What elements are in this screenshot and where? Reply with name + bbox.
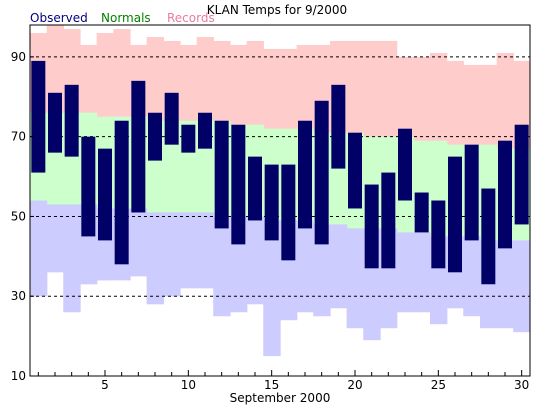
observed-bar xyxy=(414,192,429,233)
chart-title: KLAN Temps for 9/2000 xyxy=(207,3,347,17)
observed-bar xyxy=(114,120,129,265)
y-tick-label: 10 xyxy=(11,369,26,383)
observed-bar xyxy=(98,148,112,241)
below-normal-band xyxy=(396,232,414,313)
below-normal-band xyxy=(313,224,331,317)
observed-bar xyxy=(331,84,346,169)
observed-bar xyxy=(264,164,279,241)
observed-bar xyxy=(481,188,496,285)
x-tick-label: 30 xyxy=(514,378,529,392)
legend: Observed Normals Records xyxy=(30,11,215,25)
observed-bar xyxy=(448,156,462,273)
y-tick-label: 90 xyxy=(11,50,26,64)
observed-bar xyxy=(131,80,146,213)
y-tick-label: 50 xyxy=(11,209,26,223)
below-normal-band xyxy=(346,228,364,329)
x-tick-label: 20 xyxy=(347,378,362,392)
plot-area: 10 30 50 70 90 5 10 15 20 25 30 xyxy=(11,24,531,392)
x-tick-label: 10 xyxy=(181,378,196,392)
below-normal-band xyxy=(30,200,48,297)
observed-bar xyxy=(364,184,379,269)
below-normal-band xyxy=(130,208,148,277)
observed-bar xyxy=(164,92,179,145)
legend-item: Normals xyxy=(101,11,151,25)
below-normal-band xyxy=(246,216,264,305)
below-normal-band xyxy=(496,240,514,329)
plot-frame xyxy=(29,24,531,377)
below-normal-band xyxy=(163,212,181,297)
observed-bar xyxy=(381,172,396,269)
observed-bar xyxy=(48,92,62,153)
legend-item: Observed xyxy=(30,11,88,25)
observed-bar xyxy=(231,124,246,245)
observed-bar xyxy=(248,156,262,221)
y-tick-label: 70 xyxy=(11,130,26,144)
x-tick-label: 5 xyxy=(101,378,109,392)
observed-bar xyxy=(148,112,162,161)
below-normal-band xyxy=(263,220,281,357)
legend-item: Records xyxy=(167,11,215,25)
observed-bar xyxy=(314,100,329,245)
observed-bar xyxy=(214,120,229,229)
observed-bar xyxy=(498,140,512,249)
below-normal-band xyxy=(146,212,164,305)
below-normal-band xyxy=(463,236,481,317)
observed-bar xyxy=(398,128,412,201)
bars-group xyxy=(30,25,530,357)
below-normal-band xyxy=(196,212,214,289)
observed-bar xyxy=(181,124,196,153)
observed-bar xyxy=(31,60,46,173)
y-tick-label: 30 xyxy=(11,289,26,303)
observed-bar xyxy=(298,120,312,229)
observed-bar xyxy=(514,124,529,225)
observed-bar xyxy=(198,112,212,149)
below-normal-band xyxy=(513,240,530,333)
below-normal-band xyxy=(413,232,431,313)
x-tick-label: 15 xyxy=(264,378,279,392)
x-tick-label: 25 xyxy=(431,378,446,392)
below-normal-band xyxy=(296,220,314,313)
observed-bar xyxy=(281,164,296,261)
below-normal-band xyxy=(213,216,231,317)
observed-bar xyxy=(431,200,446,269)
observed-bar xyxy=(348,132,362,209)
observed-bar xyxy=(464,144,479,241)
observed-bar xyxy=(64,84,79,157)
x-axis-label: September 2000 xyxy=(230,391,331,405)
observed-bar xyxy=(81,136,96,237)
below-normal-band xyxy=(180,212,198,289)
below-normal-band xyxy=(63,204,81,313)
below-normal-band xyxy=(330,224,348,309)
below-normal-band xyxy=(46,204,64,273)
